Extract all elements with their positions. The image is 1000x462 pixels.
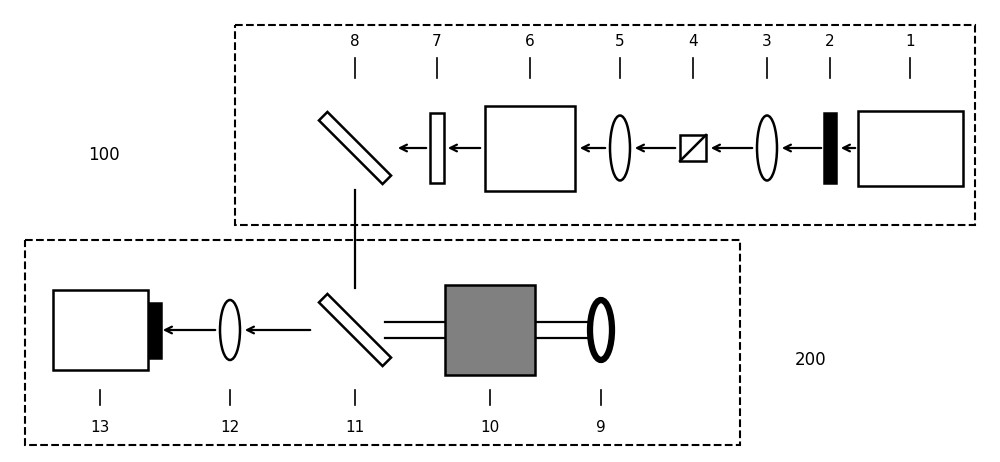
Text: 6: 6 bbox=[525, 35, 535, 49]
Ellipse shape bbox=[220, 300, 240, 360]
Text: 5: 5 bbox=[615, 35, 625, 49]
Text: 10: 10 bbox=[480, 420, 500, 436]
Bar bbox=[149, 303, 161, 358]
Text: 11: 11 bbox=[345, 420, 365, 436]
Bar bbox=[445, 285, 535, 375]
Bar bbox=[430, 113, 444, 183]
Text: 8: 8 bbox=[350, 35, 360, 49]
Text: 1: 1 bbox=[905, 35, 915, 49]
Polygon shape bbox=[319, 112, 391, 184]
Text: 200: 200 bbox=[795, 351, 827, 369]
Text: 13: 13 bbox=[90, 420, 110, 436]
Text: 4: 4 bbox=[688, 35, 698, 49]
Text: 2: 2 bbox=[825, 35, 835, 49]
Text: 3: 3 bbox=[762, 35, 772, 49]
Ellipse shape bbox=[757, 116, 777, 181]
Text: 100: 100 bbox=[88, 146, 120, 164]
Bar bbox=[680, 135, 706, 161]
Bar bbox=[52, 290, 148, 370]
Bar bbox=[824, 113, 836, 183]
Text: 12: 12 bbox=[220, 420, 240, 436]
Bar bbox=[485, 105, 575, 190]
Polygon shape bbox=[319, 294, 391, 366]
Bar bbox=[25, 240, 740, 445]
Ellipse shape bbox=[590, 300, 612, 360]
Ellipse shape bbox=[610, 116, 630, 181]
Text: 7: 7 bbox=[432, 35, 442, 49]
Bar bbox=[858, 110, 962, 186]
Text: 9: 9 bbox=[596, 420, 606, 436]
Bar bbox=[235, 25, 975, 225]
